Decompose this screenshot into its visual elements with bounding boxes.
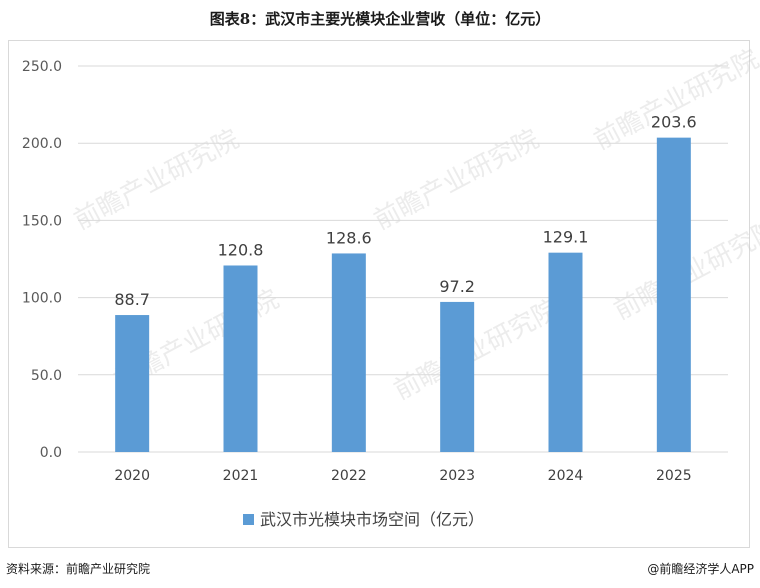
brand-note: @前瞻经济学人APP [647,562,754,576]
x-tick-labels: 2020 2021 2022 2023 2024 2025 [114,468,691,484]
x-tick-label-2022: 2022 [331,468,367,484]
legend-swatch [243,514,254,525]
watermark-text: 前瞻产业研究院 [369,124,544,236]
source-note: 资料来源：前瞻产业研究院 [6,562,151,576]
y-tick-label: 50.0 [31,368,62,384]
x-tick-label-2023: 2023 [439,468,475,484]
data-label-2023: 97.2 [439,277,475,296]
bars [115,137,691,452]
data-label-2024: 129.1 [543,228,589,247]
y-tick-label: 200.0 [22,136,62,152]
watermark-text: 前瞻产业研究院 [389,294,564,406]
y-tick-labels: 0.0 50.0 100.0 150.0 200.0 250.0 [22,59,62,461]
data-label-2022: 128.6 [326,228,372,247]
legend-label: 武汉市光模块市场空间（亿元） [260,510,484,529]
watermark-text: 前瞻产业研究院 [69,124,244,236]
bar-2021 [223,265,258,452]
bar-2025 [656,137,691,452]
chart-title: 图表8：武汉市主要光模块企业营收（单位：亿元） [209,10,551,28]
bar-2022 [331,253,366,452]
data-label-2020: 88.7 [114,290,150,309]
x-tick-label-2020: 2020 [114,468,150,484]
bar-2024 [548,252,583,452]
data-labels: 88.7 120.8 128.6 97.2 129.1 203.6 [114,113,696,309]
gridlines [78,65,728,453]
data-label-2021: 120.8 [218,240,264,259]
watermarks: 前瞻产业研究院前瞻产业研究院前瞻产业研究院前瞻产业研究院前瞻产业研究院前瞻产业研… [69,44,760,406]
x-tick-label-2025: 2025 [656,468,692,484]
y-tick-label: 150.0 [22,213,62,229]
legend: 武汉市光模块市场空间（亿元） [243,510,484,529]
y-tick-label: 0.0 [40,445,62,461]
y-tick-label: 100.0 [22,291,62,307]
x-tick-label-2024: 2024 [548,468,584,484]
chart-frame [8,40,750,548]
bar-2023 [440,301,475,452]
bar-2020 [115,315,150,452]
x-tick-label-2021: 2021 [223,468,259,484]
data-label-2025: 203.6 [651,113,697,132]
y-tick-label: 250.0 [22,59,62,75]
